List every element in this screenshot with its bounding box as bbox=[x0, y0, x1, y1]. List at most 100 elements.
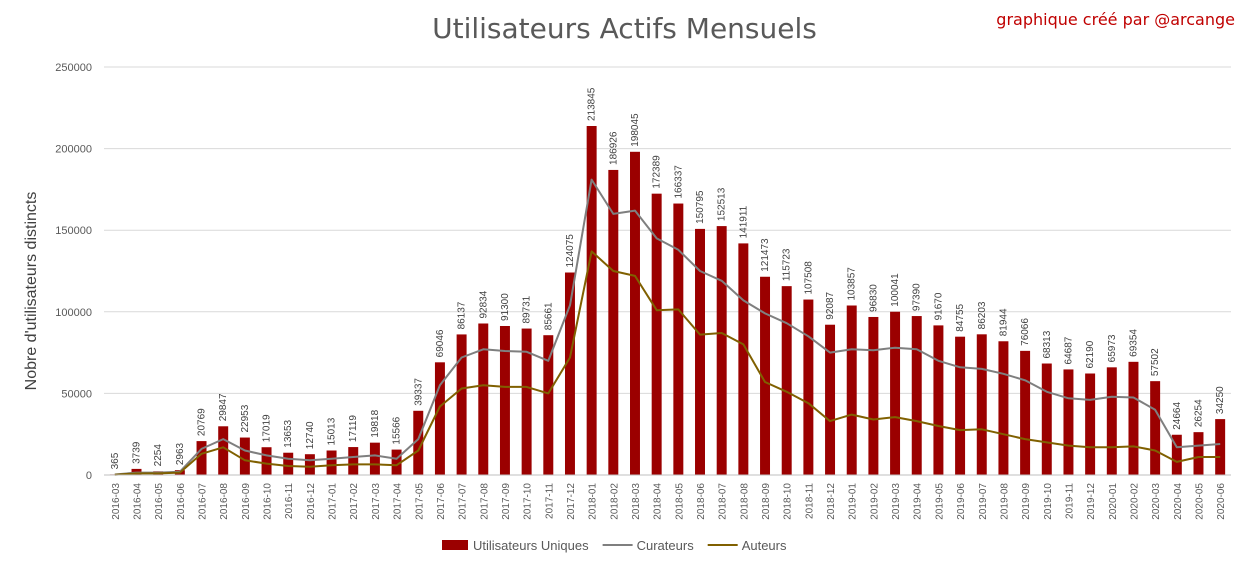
x-tick-label: 2016-09 bbox=[241, 483, 252, 520]
x-tick-label: 2019-10 bbox=[1043, 483, 1054, 520]
data-label: 115723 bbox=[782, 248, 793, 281]
data-label: 152513 bbox=[717, 187, 728, 221]
gridlines bbox=[104, 66, 1231, 394]
x-tick-label: 2017-10 bbox=[523, 483, 534, 520]
data-label: 26254 bbox=[1193, 399, 1204, 427]
x-tick-label: 2018-07 bbox=[718, 483, 729, 520]
bar bbox=[239, 437, 250, 475]
x-tick-label: 2019-02 bbox=[869, 483, 880, 520]
x-tick-label: 2017-04 bbox=[393, 483, 404, 520]
bar bbox=[651, 193, 662, 476]
data-label: 76066 bbox=[1020, 318, 1031, 346]
bar bbox=[1063, 369, 1074, 475]
x-tick-label: 2017-07 bbox=[458, 483, 469, 520]
bar bbox=[369, 442, 380, 475]
bar bbox=[825, 324, 836, 475]
data-label: 15013 bbox=[327, 417, 338, 445]
data-label: 34250 bbox=[1215, 386, 1226, 414]
x-tick-label: 2019-06 bbox=[956, 483, 967, 520]
bar bbox=[1085, 373, 1096, 475]
bar bbox=[608, 169, 619, 475]
bar bbox=[781, 286, 792, 475]
bar bbox=[803, 299, 814, 475]
data-label: 2254 bbox=[153, 444, 164, 467]
x-tick-label: 2018-08 bbox=[739, 483, 750, 520]
y-tick-label: 50000 bbox=[61, 388, 92, 400]
bar bbox=[586, 126, 597, 476]
x-tick-label: 2019-04 bbox=[913, 483, 924, 520]
bar bbox=[1020, 350, 1031, 475]
bar bbox=[543, 335, 554, 475]
data-label: 121473 bbox=[760, 238, 771, 272]
data-label: 89731 bbox=[522, 295, 533, 323]
y-axis-label: Nobre d'utilisateurs distincts bbox=[23, 192, 40, 391]
data-label: 92087 bbox=[825, 291, 836, 319]
x-tick-label: 2020-03 bbox=[1151, 483, 1162, 520]
data-label: 365 bbox=[110, 452, 121, 469]
x-tick-label: 2017-02 bbox=[349, 483, 360, 520]
legend: Utilisateurs Uniques Curateurs Auteurs bbox=[442, 538, 787, 553]
bar bbox=[673, 203, 684, 475]
bar bbox=[326, 450, 337, 475]
bar bbox=[348, 447, 359, 475]
data-label: 86137 bbox=[457, 301, 468, 329]
data-label: 86203 bbox=[977, 301, 988, 329]
data-label: 107508 bbox=[803, 261, 814, 295]
legend-label: Curateurs bbox=[637, 538, 695, 553]
x-tick-label: 2020-06 bbox=[1216, 483, 1227, 520]
x-tick-label: 2016-03 bbox=[111, 483, 122, 520]
bar bbox=[760, 276, 771, 475]
x-tick-label: 2018-01 bbox=[588, 483, 599, 520]
bar bbox=[499, 325, 510, 475]
data-label: 150795 bbox=[695, 190, 706, 224]
x-tick-label: 2016-07 bbox=[198, 483, 209, 520]
x-tick-label: 2019-07 bbox=[978, 483, 989, 520]
y-tick-label: 0 bbox=[86, 470, 92, 482]
data-label: 39337 bbox=[413, 378, 424, 406]
bar bbox=[456, 334, 467, 475]
bar bbox=[413, 410, 424, 475]
x-tick-label: 2016-08 bbox=[219, 483, 230, 520]
bar bbox=[1041, 363, 1052, 475]
data-label: 81944 bbox=[998, 308, 1009, 336]
data-label: 2963 bbox=[175, 442, 186, 465]
data-label: 13653 bbox=[283, 419, 294, 447]
data-label: 96830 bbox=[868, 284, 879, 312]
x-tick-label: 2016-12 bbox=[306, 483, 317, 520]
x-tick-label: 2018-06 bbox=[696, 483, 707, 520]
data-label: 213845 bbox=[587, 87, 598, 121]
bar bbox=[738, 243, 749, 475]
data-label: 103857 bbox=[847, 267, 858, 301]
x-tick-label: 2019-11 bbox=[1064, 483, 1075, 519]
bar bbox=[1128, 361, 1139, 475]
bar bbox=[911, 316, 922, 475]
chart-title: Utilisateurs Actifs Mensuels bbox=[432, 12, 817, 45]
bar bbox=[846, 305, 857, 475]
series-line-curateurs bbox=[114, 178, 1221, 476]
data-label: 29847 bbox=[218, 393, 229, 421]
x-tick-label: 2018-09 bbox=[761, 483, 772, 520]
bar bbox=[1106, 367, 1117, 475]
data-label: 100041 bbox=[890, 273, 901, 307]
data-label: 97390 bbox=[912, 283, 923, 311]
credit-text: graphique créé par @arcange bbox=[996, 10, 1235, 29]
x-tick-label: 2017-11 bbox=[544, 483, 555, 519]
series-line-auteurs bbox=[114, 250, 1221, 476]
data-label: 198045 bbox=[630, 113, 641, 147]
data-label: 124075 bbox=[565, 234, 576, 268]
x-tick-label: 2016-05 bbox=[154, 483, 165, 520]
x-tick-label: 2017-05 bbox=[414, 483, 425, 520]
data-label: 15566 bbox=[392, 416, 403, 444]
x-tick-label: 2017-09 bbox=[501, 483, 512, 520]
bar bbox=[630, 151, 640, 475]
line-series bbox=[114, 178, 1221, 476]
data-label: 85661 bbox=[543, 302, 554, 330]
bar bbox=[434, 362, 445, 475]
x-tick-label: 2018-03 bbox=[631, 483, 642, 520]
data-label: 22953 bbox=[240, 404, 251, 432]
bar bbox=[998, 341, 1009, 475]
data-label: 65973 bbox=[1107, 334, 1118, 362]
x-tick-label: 2016-10 bbox=[263, 483, 274, 520]
bar bbox=[868, 316, 879, 475]
